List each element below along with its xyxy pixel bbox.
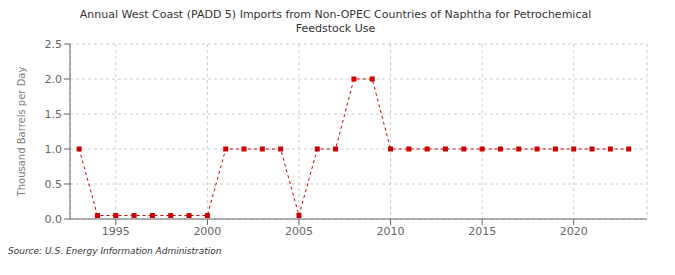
svg-text:0.5: 0.5 <box>45 178 63 191</box>
svg-text:1.5: 1.5 <box>45 108 63 121</box>
svg-text:0.0: 0.0 <box>45 213 63 226</box>
svg-text:2000: 2000 <box>193 225 221 238</box>
svg-text:2005: 2005 <box>285 225 313 238</box>
html-text:Source: U.S. Energy Informatio: Source: U.S. Energy Information Administ… <box>8 246 222 256</box>
svg-text:2010: 2010 <box>377 225 405 238</box>
svg-text:1995: 1995 <box>102 225 130 238</box>
html-text:Annual West Coast (PADD 5) Imp: Annual West Coast (PADD 5) Imports from … <box>79 8 592 35</box>
svg-text:2015: 2015 <box>468 225 496 238</box>
svg-text:2.5: 2.5 <box>45 38 63 51</box>
svg-text:2020: 2020 <box>560 225 588 238</box>
svg-text:1.0: 1.0 <box>45 143 63 156</box>
svg-text:2.0: 2.0 <box>45 73 63 86</box>
svg-text:Thousand Barrels per Day: Thousand Barrels per Day <box>16 67 27 198</box>
